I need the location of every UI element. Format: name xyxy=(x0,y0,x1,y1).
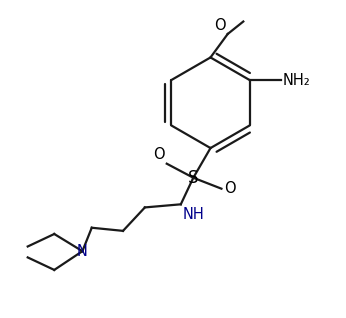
Text: O: O xyxy=(215,18,226,33)
Text: S: S xyxy=(188,169,199,187)
Text: N: N xyxy=(77,244,88,259)
Text: NH₂: NH₂ xyxy=(283,73,310,87)
Text: O: O xyxy=(224,181,236,196)
Text: NH: NH xyxy=(182,207,204,222)
Text: O: O xyxy=(153,147,164,162)
